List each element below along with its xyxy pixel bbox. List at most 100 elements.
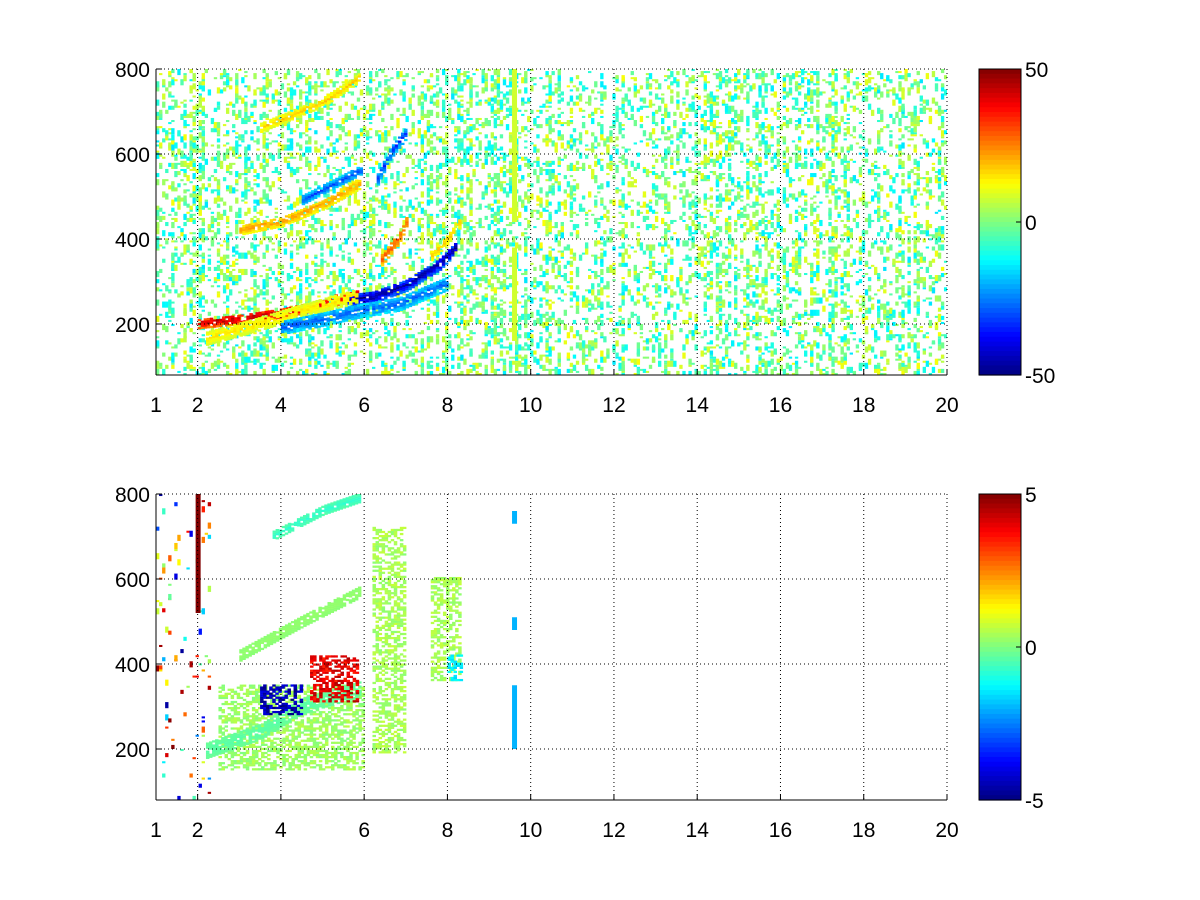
noise-cell: [657, 154, 662, 157]
noise-cell: [192, 105, 196, 110]
noise-cell: [329, 117, 333, 120]
noise-cell: [670, 360, 674, 367]
noise-cell: [667, 128, 671, 133]
noise-cell: [235, 358, 239, 363]
noise-cell: [198, 291, 202, 296]
noise-cell: [411, 93, 415, 98]
noise-cell: [265, 138, 269, 141]
noise-cell: [603, 230, 607, 235]
noise-cell: [545, 134, 549, 139]
noise-cell: [551, 187, 555, 194]
noise-cell: [508, 317, 513, 322]
noise-cell: [600, 93, 604, 100]
noise-cell: [289, 226, 294, 231]
noise-cell: [460, 115, 464, 123]
noise-cell: [320, 226, 324, 233]
noise-cell: [411, 264, 415, 271]
noise-cell: [381, 195, 385, 200]
noise-cell: [232, 109, 236, 116]
noise-cell: [168, 291, 172, 294]
noise-cell: [165, 238, 169, 241]
noise-cell: [341, 93, 345, 96]
noise-cell: [548, 171, 552, 178]
noise-cell: [159, 111, 163, 118]
noise-cell: [551, 226, 555, 229]
noise-cell: [435, 75, 440, 78]
noise-cell: [493, 368, 498, 373]
noise-cell: [645, 175, 650, 178]
noise-cell: [639, 124, 644, 129]
noise-cell: [508, 207, 513, 214]
noise-cell: [600, 332, 604, 337]
noise-cell: [524, 268, 528, 271]
noise-cell: [417, 248, 421, 251]
noise-cell: [329, 246, 333, 251]
noise-cell: [664, 238, 668, 243]
noise-cell: [241, 134, 245, 139]
noise-cell: [664, 254, 668, 257]
noise-cell: [314, 146, 318, 153]
noise-cell: [156, 330, 160, 333]
noise-cell: [679, 266, 683, 269]
noise-cell: [183, 358, 187, 363]
noise-cell: [180, 179, 184, 182]
noise-cell: [295, 295, 300, 302]
noise-cell: [344, 142, 348, 145]
noise-cell: [381, 136, 385, 143]
noise-cell: [216, 291, 221, 294]
noise-cell: [569, 89, 574, 92]
noise-cell: [636, 244, 641, 247]
noise-cell: [402, 91, 406, 98]
noise-cell: [295, 85, 300, 88]
noise-cell: [441, 299, 446, 304]
noise-cell: [244, 107, 248, 112]
noise-cell: [636, 289, 641, 296]
noise-cell: [657, 301, 662, 304]
noise-cell: [235, 309, 239, 314]
noise-cell: [396, 370, 400, 373]
noise-cell: [508, 113, 513, 116]
noise-cell: [353, 328, 358, 335]
noise-cell: [469, 89, 473, 96]
noise-cell: [314, 262, 318, 267]
noise-cell: [566, 244, 571, 251]
noise-cell: [192, 213, 196, 216]
noise-cell: [414, 370, 418, 375]
noise-cell: [262, 144, 266, 149]
noise-cell: [423, 209, 428, 216]
noise-cell: [368, 136, 373, 139]
noise-cell: [496, 83, 501, 90]
noise-cell: [469, 236, 473, 243]
noise-cell: [314, 201, 318, 204]
noise-cell: [320, 279, 324, 282]
noise-cell: [557, 362, 561, 367]
noise-cell: [222, 201, 227, 206]
noise-cell: [661, 328, 665, 331]
noise-cell: [508, 148, 513, 153]
noise-cell: [463, 254, 467, 259]
noise-cell: [265, 236, 269, 239]
noise-cell: [402, 328, 406, 331]
noise-cell: [493, 256, 498, 263]
noise-cell: [484, 277, 488, 284]
noise-cell: [609, 266, 613, 273]
noise-cell: [469, 187, 473, 194]
noise-cell: [314, 166, 318, 171]
noise-cell: [201, 297, 205, 300]
noise-cell: [405, 187, 409, 192]
noise-cell: [569, 195, 574, 200]
noise-cell: [618, 189, 622, 192]
noise-cell: [533, 117, 537, 125]
noise-cell: [645, 215, 650, 220]
noise-cell: [581, 115, 586, 118]
noise-cell: [165, 134, 169, 141]
noise-cell: [390, 236, 394, 243]
noise-cell: [551, 183, 555, 186]
noise-cell: [557, 201, 561, 206]
noise-cell: [472, 332, 476, 335]
noise-cell: [311, 213, 315, 220]
noise-cell: [463, 358, 467, 365]
noise-cell: [560, 158, 564, 161]
noise-cell: [216, 87, 221, 94]
noise-cell: [283, 107, 288, 112]
